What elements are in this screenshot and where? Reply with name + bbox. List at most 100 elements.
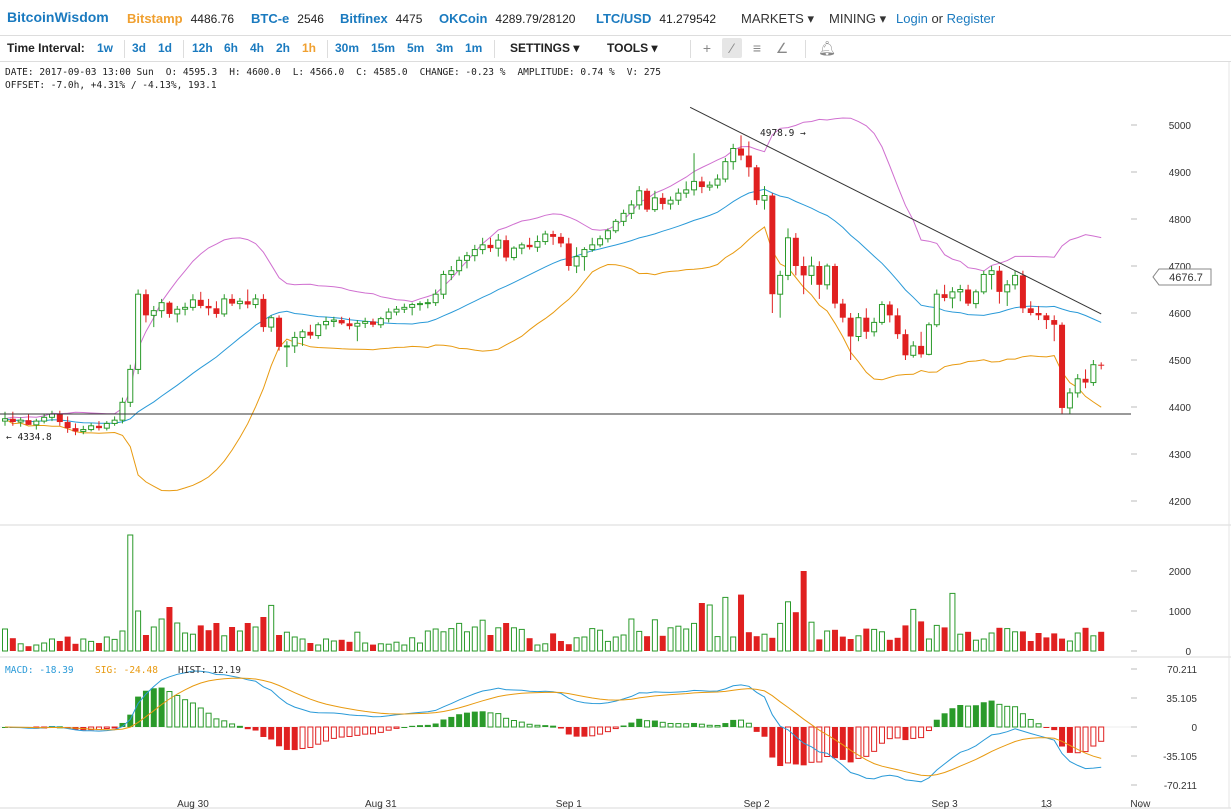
candle-body <box>135 293 142 370</box>
candle <box>738 135 745 161</box>
candle-body <box>1019 275 1026 309</box>
candle-body <box>667 199 674 205</box>
market-ltc-usd[interactable]: LTC/USD 41.279542 <box>596 11 716 26</box>
candle <box>346 317 353 330</box>
volume-bar <box>925 638 932 652</box>
candle-body <box>957 289 964 293</box>
market-bitstamp[interactable]: Bitstamp 4486.76 <box>127 11 234 26</box>
candle <box>573 247 580 274</box>
markets-menu[interactable]: MARKETS ▾ <box>741 11 814 27</box>
macd-hist-bar <box>135 696 142 727</box>
candle <box>362 317 369 329</box>
candle-body <box>777 274 784 295</box>
brand-logo[interactable]: BitcoinWisdom <box>7 9 109 25</box>
crosshair-tool-icon[interactable]: + <box>702 40 712 56</box>
trendline-tool-icon[interactable]: ⁄ <box>722 38 742 58</box>
candle-body <box>150 310 157 316</box>
macd-hist-bar <box>965 705 972 728</box>
register-link[interactable]: Register <box>946 11 996 26</box>
mining-menu-label: MINING <box>829 11 876 26</box>
macd-hist-bar <box>1027 718 1034 728</box>
macd-hist-bar <box>103 726 110 729</box>
mining-menu[interactable]: MINING ▾ <box>829 11 886 27</box>
candle-body <box>1004 284 1011 293</box>
interval-1d[interactable]: 1d <box>158 41 173 55</box>
macd-hist-bar <box>847 727 854 763</box>
candle <box>612 219 619 234</box>
interval-3m[interactable]: 3m <box>436 41 454 55</box>
volume-bar <box>518 628 525 652</box>
market-name[interactable]: Bitfinex <box>340 11 388 26</box>
settings-dropdown[interactable]: SETTINGS ▾ <box>510 41 579 55</box>
volume-bar <box>166 607 173 651</box>
macd-hist-bar <box>839 727 846 760</box>
interval-30m[interactable]: 30m <box>335 41 360 55</box>
macd-hist-bar <box>761 727 768 737</box>
market-name[interactable]: LTC/USD <box>596 11 652 26</box>
bell-alert-icon[interactable]: 🔔︎ <box>818 40 836 56</box>
volume-bar <box>41 642 48 652</box>
candle <box>604 228 611 243</box>
interval-5m[interactable]: 5m <box>407 41 425 55</box>
volume-bar <box>698 603 705 651</box>
tools-dropdown[interactable]: TOOLS ▾ <box>607 41 658 55</box>
toolbar-divider <box>327 40 328 58</box>
macd-hist-bar <box>597 726 604 735</box>
market-okcoin[interactable]: OKCoin 4289.79/28120 <box>439 11 575 26</box>
candle <box>933 289 940 328</box>
volume-bar <box>64 636 71 651</box>
market-name[interactable]: Bitstamp <box>127 11 183 26</box>
interval-4h[interactable]: 4h <box>250 41 265 55</box>
candle <box>205 298 212 316</box>
macd-hist-bar <box>456 714 463 727</box>
macd-hist-bar <box>252 727 259 731</box>
candle <box>557 233 564 248</box>
horizontal-lines-tool-icon[interactable]: ≡ <box>752 40 762 56</box>
macd-hist-bar <box>925 726 932 732</box>
market-btc-e[interactable]: BTC-e 2546 <box>251 11 324 26</box>
volume-bar <box>753 636 760 651</box>
candle-body <box>41 416 48 422</box>
candle-body <box>346 323 353 327</box>
candle <box>667 196 674 210</box>
volume-bar <box>1027 641 1034 651</box>
candle-body <box>534 241 541 248</box>
candle <box>910 341 917 358</box>
candle-body <box>604 230 611 240</box>
macd-tick-label: -70.211 <box>1164 781 1198 792</box>
candle-body <box>323 320 330 326</box>
candle-body <box>142 294 149 316</box>
bollinger-middle-band <box>4 188 1102 424</box>
market-name[interactable]: BTC-e <box>251 11 290 26</box>
login-link[interactable]: Login <box>896 11 928 26</box>
toolbar-divider <box>183 40 184 58</box>
interval-2h[interactable]: 2h <box>276 41 291 55</box>
candle <box>714 174 721 189</box>
interval-15m[interactable]: 15m <box>371 41 396 55</box>
caret-down-icon: ▾ <box>879 11 887 26</box>
macd-tick-label: 70.211 <box>1167 665 1197 676</box>
market-bitfinex[interactable]: Bitfinex 4475 <box>340 11 422 26</box>
macd-hist-bar <box>182 699 189 728</box>
interval-3d[interactable]: 3d <box>132 41 147 55</box>
macd-hist-bar <box>894 726 901 739</box>
market-name[interactable]: OKCoin <box>439 11 488 26</box>
interval-6h[interactable]: 6h <box>224 41 239 55</box>
interval-1w[interactable]: 1w <box>97 41 114 55</box>
interval-1h[interactable]: 1h <box>302 41 317 55</box>
volume-bar <box>307 643 314 651</box>
candle <box>683 181 690 198</box>
volume-bar <box>683 628 690 652</box>
volume-bar <box>722 596 729 652</box>
interval-12h[interactable]: 12h <box>192 41 213 55</box>
macd-histogram <box>2 687 1105 767</box>
candle <box>808 256 815 285</box>
volume-bar <box>182 632 189 652</box>
price-chart[interactable]: 5000 4900 4800 4700 4600 4500 4400 4300 4200 2000… <box>0 62 1231 812</box>
interval-1m[interactable]: 1m <box>465 41 483 55</box>
fibonacci-tool-icon[interactable]: ∠ <box>775 40 789 56</box>
volume-bar <box>824 630 831 652</box>
candle <box>330 316 337 328</box>
macd-hist-bar <box>612 726 619 730</box>
volume-bar <box>1035 633 1042 651</box>
